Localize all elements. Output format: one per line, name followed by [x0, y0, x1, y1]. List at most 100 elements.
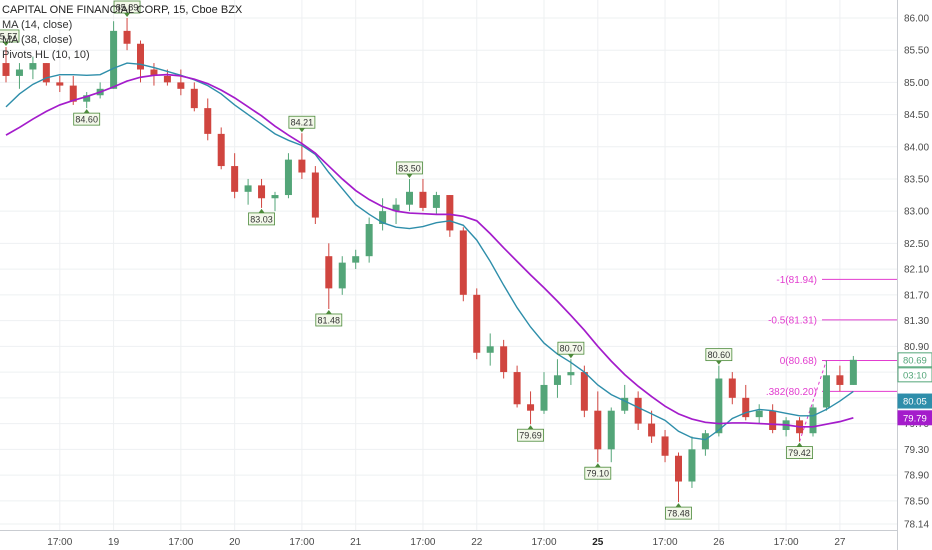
candle-down: [675, 455, 682, 482]
candle-down: [459, 230, 467, 295]
price-badge-text: 80.05: [903, 397, 927, 408]
pivot-label: 80.60: [708, 350, 731, 360]
candle-down: [661, 436, 669, 456]
fib-connector: [799, 360, 827, 442]
x-tick-label: 17:00: [531, 537, 556, 548]
candle-up: [365, 224, 373, 257]
candle-down: [123, 30, 131, 44]
pivot-label: 80.70: [560, 344, 583, 354]
candle-up: [110, 30, 118, 89]
candle-up: [379, 211, 387, 225]
candle-down: [728, 378, 736, 398]
x-tick-label: 22: [471, 537, 483, 548]
pivot-pointer: [796, 442, 803, 447]
candle-down: [769, 410, 777, 431]
x-tick-label: 17:00: [168, 537, 193, 548]
candle-down: [325, 256, 333, 289]
price-badge-text: 79.79: [903, 413, 927, 424]
fib-level-label: -1(81.94): [776, 275, 817, 286]
candle-up: [607, 410, 615, 450]
candle-down: [163, 75, 171, 83]
pivot-label-box: [557, 341, 585, 355]
y-tick-label: 86.00: [904, 14, 929, 25]
x-tick-label: 25: [592, 537, 604, 548]
price-badge-text: 80.69: [903, 355, 927, 366]
pivot-label-box: [517, 428, 544, 442]
x-tick-label: 17:00: [47, 537, 72, 548]
fib-level-label: .382(80.20): [766, 387, 817, 398]
candle-up: [392, 204, 400, 212]
pivot-label: 85.57: [0, 31, 17, 41]
candle-down: [742, 397, 750, 418]
candle-down: [648, 423, 656, 437]
pivot-pointer: [298, 128, 305, 133]
pivot-label: 78.48: [667, 509, 690, 519]
y-tick-label: 80.90: [904, 342, 929, 353]
candle-up: [29, 63, 37, 70]
candle-up: [715, 378, 723, 434]
x-tick-label: 21: [350, 537, 362, 548]
candle-down: [204, 108, 212, 134]
y-tick-label: 78.90: [904, 471, 929, 482]
candle-up: [244, 185, 252, 192]
pivot-pointer: [675, 503, 682, 508]
candle-up: [486, 346, 494, 353]
pivot-label: 79.10: [587, 469, 610, 479]
candle-up: [849, 359, 857, 385]
pivot-label-box: [248, 212, 275, 226]
x-tick-label: 17:00: [653, 537, 678, 548]
candle-up: [284, 159, 292, 196]
candle-up: [809, 407, 817, 434]
candle-down: [836, 375, 844, 385]
y-tick-label: 83.00: [904, 207, 929, 218]
y-tick-label: 85.00: [904, 78, 929, 89]
pivot-label: 85.89: [116, 3, 139, 13]
candle-down: [217, 133, 225, 167]
pivot-pointer: [567, 354, 574, 359]
pivot-label: 84.60: [75, 115, 98, 125]
pivot-label-box: [0, 29, 20, 43]
pivot-pointer: [83, 109, 90, 114]
pivot-label-box: [73, 112, 101, 126]
pivot-pointer: [594, 463, 601, 468]
y-tick-label: 78.14: [904, 520, 929, 531]
candle-down: [311, 172, 319, 218]
x-tick-label: 17:00: [410, 537, 435, 548]
pivot-pointer: [715, 360, 722, 365]
candle-down: [42, 63, 50, 83]
y-tick-label: 81.70: [904, 290, 929, 301]
pivot-pointer: [3, 41, 9, 46]
candle-up: [755, 410, 763, 418]
x-tick-label: 27: [834, 537, 846, 548]
price-badge-text: 03:10: [903, 370, 927, 381]
pivot-label-box: [288, 115, 316, 129]
pivot-label-box: [665, 506, 692, 520]
y-tick-label: 83.50: [904, 174, 929, 185]
ma-fast-line: [5, 62, 854, 441]
pivot-label: 79.42: [788, 448, 811, 458]
pivot-pointer: [406, 173, 413, 178]
price-badge-ma-slow: [897, 410, 932, 426]
ma-slow-line: [5, 73, 854, 428]
pivot-pointer: [527, 425, 534, 430]
candle-down: [500, 346, 508, 373]
pivot-label-box: [786, 446, 813, 459]
x-tick-label: 26: [713, 537, 725, 548]
candle-down: [150, 69, 158, 76]
pivot-label: 79.69: [519, 431, 542, 441]
candle-up: [406, 191, 413, 205]
candle-down: [190, 88, 198, 109]
price-badge-last: [897, 352, 932, 368]
candle-down: [177, 82, 185, 89]
candle-down: [137, 43, 144, 70]
candle-up: [688, 449, 696, 482]
candle-down: [513, 372, 521, 405]
pivot-pointer: [325, 309, 332, 314]
candle-up: [567, 372, 575, 376]
candle-up: [540, 384, 548, 411]
candle-down: [594, 410, 602, 450]
y-tick-label: 79.30: [904, 445, 929, 456]
pivot-label-box: [584, 466, 612, 480]
candle-up: [701, 433, 709, 450]
